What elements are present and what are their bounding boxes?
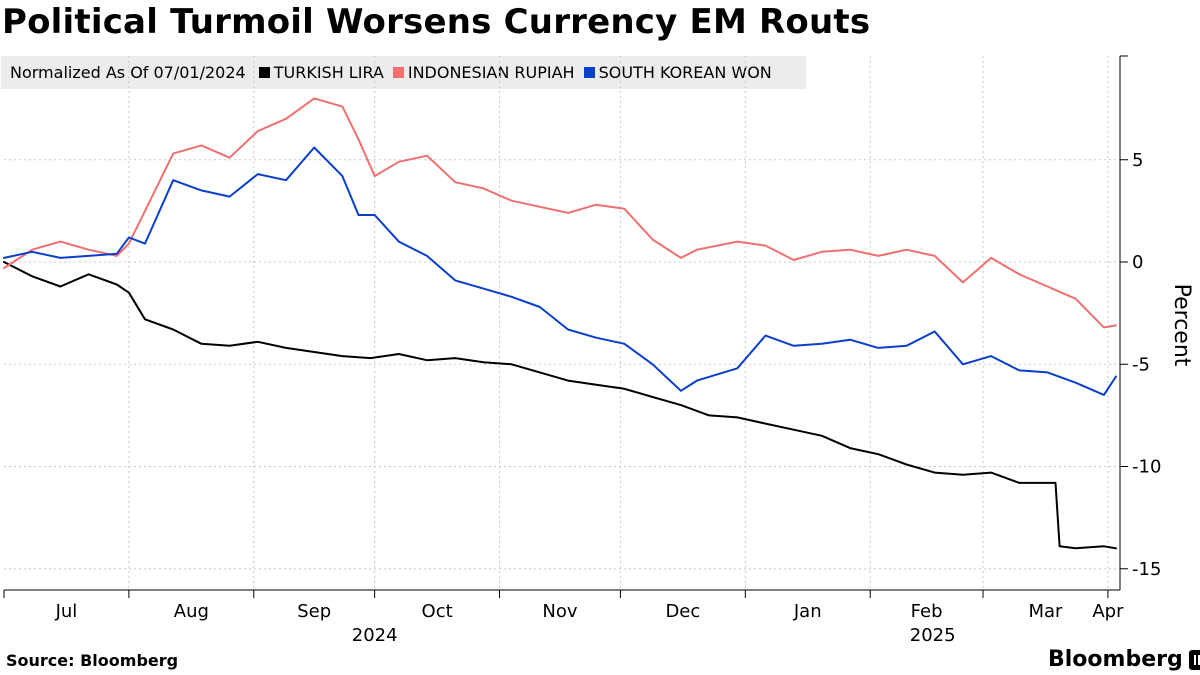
legend-label-south-korean-won: SOUTH KOREAN WON — [598, 63, 772, 82]
x-tick-label: Oct — [422, 601, 453, 622]
x-tick-label: Jan — [793, 601, 822, 622]
axis-layer: -15 -10 -5 0 5 Jul Aug Sep Oct Nov Dec Jan Feb Mar Apr… — [3, 55, 1161, 646]
year-label: 2025 — [910, 625, 956, 646]
y-tick-label: 0 — [1132, 252, 1143, 273]
grid-layer — [4, 56, 1120, 590]
x-tick-label: Sep — [297, 601, 331, 622]
bloomberg-logo: Bloomberg — [1048, 647, 1200, 672]
series-line-indonesian-rupiah — [3, 97, 1117, 329]
y-tick-label: 5 — [1132, 150, 1143, 171]
bloomberg-mark-icon — [1188, 649, 1200, 670]
y-tick-label: -5 — [1132, 354, 1150, 375]
legend-label-turkish-lira: TURKISH LIRA — [273, 63, 384, 82]
x-tick-label: Jul — [55, 601, 78, 622]
legend-label-indonesian-rupiah: INDONESIAN RUPIAH — [407, 63, 575, 82]
chart-title: Political Turmoil Worsens Currency EM Ro… — [2, 2, 871, 42]
x-tick-label: Feb — [911, 601, 943, 622]
x-tick-label: Aug — [174, 601, 209, 622]
x-tick-label: Mar — [1028, 601, 1063, 622]
y-tick-label: -15 — [1132, 559, 1161, 580]
legend-swatch-south-korean-won — [583, 67, 595, 78]
legend-item-turkish-lira: TURKISH LIRA — [258, 63, 384, 82]
series-line-turkish-lira — [3, 261, 1117, 550]
y-axis-label: Percent — [1169, 284, 1194, 367]
legend-item-indonesian-rupiah: INDONESIAN RUPIAH — [392, 63, 575, 82]
legend-note: Normalized As Of 07/01/2024 — [10, 63, 246, 82]
brand-text: Bloomberg — [1048, 647, 1183, 672]
year-label: 2024 — [352, 625, 398, 646]
legend-swatch-turkish-lira — [258, 67, 270, 78]
series-line-south-korean-won — [3, 146, 1117, 396]
x-tick-label: Apr — [1092, 601, 1124, 622]
legend-item-south-korean-won: SOUTH KOREAN WON — [583, 63, 772, 82]
y-tick-label: -10 — [1132, 457, 1161, 478]
x-tick-label: Dec — [665, 601, 700, 622]
source-note: Source: Bloomberg — [6, 651, 179, 670]
series-layer — [3, 97, 1117, 550]
x-tick-label: Nov — [542, 601, 577, 622]
legend: Normalized As Of 07/01/2024 TURKISH LIRA… — [1, 56, 806, 89]
legend-swatch-indonesian-rupiah — [392, 67, 404, 78]
